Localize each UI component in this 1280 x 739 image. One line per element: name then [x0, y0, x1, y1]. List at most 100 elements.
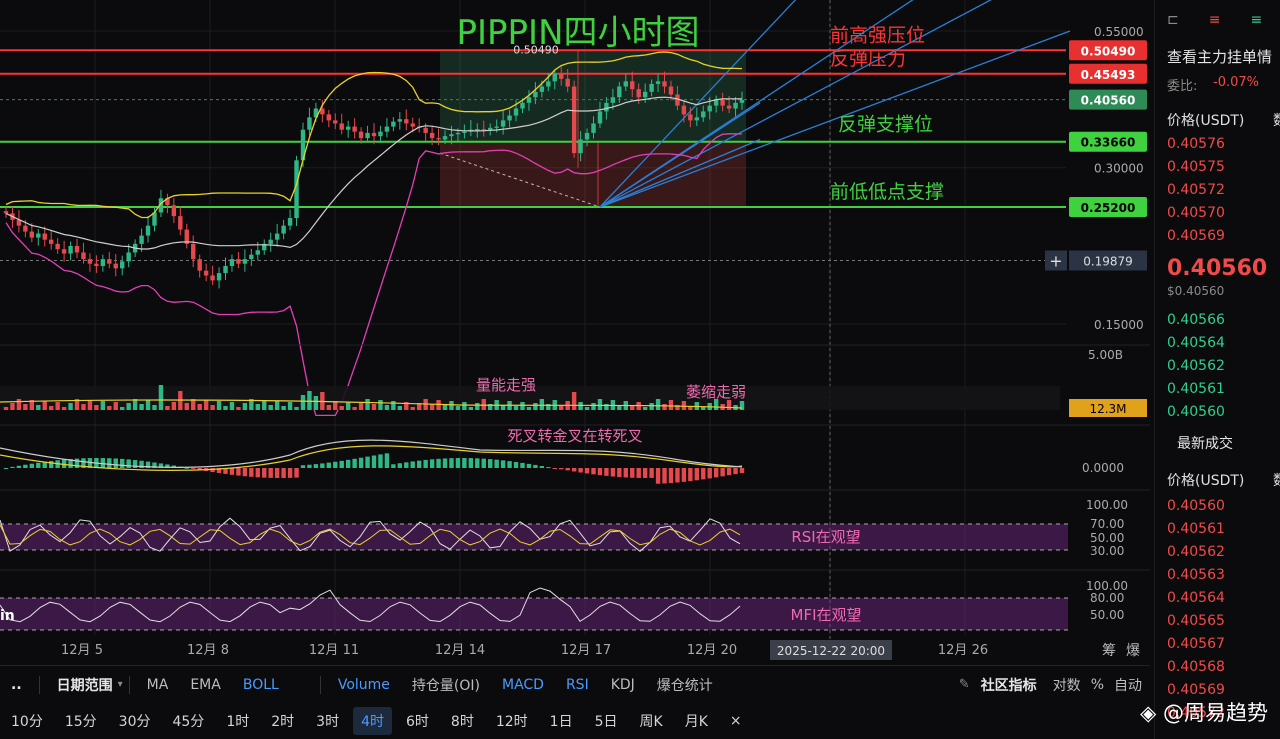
- candle-body: [423, 127, 428, 133]
- ask-price[interactable]: 0.40576: [1167, 136, 1225, 152]
- percent-scale-toggle[interactable]: %: [1090, 676, 1104, 693]
- chevron-down-icon[interactable]: ▾: [117, 679, 123, 690]
- timeframe-4h[interactable]: 4时: [353, 707, 392, 735]
- macd-bar: [68, 459, 73, 468]
- macd-bar: [365, 456, 370, 468]
- macd-bar: [249, 468, 254, 477]
- indicator-kdj[interactable]: KDJ: [610, 676, 635, 693]
- timeframe-1d[interactable]: 1日: [549, 714, 573, 730]
- timeframe-12h[interactable]: 12时: [495, 714, 528, 730]
- candle-body: [565, 78, 570, 87]
- community-indicators-button[interactable]: 社区指标: [980, 677, 1037, 694]
- candle-body: [145, 225, 151, 236]
- volume-bar: [571, 392, 577, 410]
- macd-bar: [416, 460, 422, 468]
- timeframe-30m[interactable]: 30分: [118, 714, 151, 730]
- volume-badge: [1069, 399, 1147, 417]
- volume-bar: [216, 401, 222, 410]
- macd-bar: [675, 468, 680, 483]
- layout-icon[interactable]: ⊏: [1167, 12, 1209, 28]
- trade-price[interactable]: 0.40565: [1167, 613, 1225, 629]
- indicator-liquidation[interactable]: 爆仓统计: [656, 677, 713, 694]
- auto-scale-toggle[interactable]: 自动: [1114, 677, 1142, 694]
- close-icon[interactable]: ×: [729, 713, 742, 729]
- macd-bar: [184, 467, 189, 469]
- volume-bg: [0, 386, 1060, 410]
- volume-bar: [468, 407, 474, 410]
- timeframe-3h[interactable]: 3时: [316, 714, 340, 730]
- indicator-rsi[interactable]: RSI: [565, 676, 589, 693]
- ask-price[interactable]: 0.40575: [1167, 159, 1225, 175]
- panel-title[interactable]: 查看主力挂单情: [1167, 48, 1273, 66]
- candle-body: [623, 81, 628, 87]
- volume-bar: [475, 403, 480, 410]
- volume-bar: [165, 406, 170, 410]
- candle-body: [300, 129, 306, 161]
- timeframe-2h[interactable]: 2时: [271, 714, 295, 730]
- volume-bar: [42, 401, 47, 410]
- ask-price[interactable]: 0.40569: [1167, 228, 1225, 244]
- trade-price[interactable]: 0.40568: [1167, 659, 1225, 675]
- trade-price[interactable]: 0.40563: [1167, 567, 1225, 583]
- price-chart[interactable]: 5.00B12.3M0.0000100.0070.0050.0030.00100…: [0, 0, 1150, 665]
- trade-price[interactable]: 0.40564: [1167, 590, 1225, 606]
- bid-price[interactable]: 0.40562: [1167, 358, 1225, 374]
- candle-body: [255, 250, 260, 255]
- trade-price[interactable]: 0.40562: [1167, 544, 1225, 560]
- candle-body: [410, 123, 415, 127]
- ask-price[interactable]: 0.40572: [1167, 182, 1225, 198]
- timeframe-6h[interactable]: 6时: [406, 714, 429, 730]
- macd-bar: [584, 468, 590, 474]
- indicator-oi[interactable]: 持仓量(OI): [411, 677, 480, 694]
- timeframe-10m[interactable]: 10分: [11, 714, 43, 730]
- volume-bar: [546, 404, 551, 410]
- timeframe-week[interactable]: 周K: [639, 714, 663, 730]
- timeframe-month[interactable]: 月K: [684, 714, 708, 730]
- volume-bar: [378, 400, 383, 410]
- bid-price[interactable]: 0.40560: [1167, 404, 1225, 420]
- volume-bar: [384, 405, 390, 410]
- trade-price[interactable]: 0.40561: [1167, 521, 1225, 537]
- volume-bar: [591, 403, 596, 410]
- timeframe-15m[interactable]: 15分: [64, 714, 97, 730]
- indicator-macd[interactable]: MACD: [501, 676, 544, 693]
- timeframe-8h[interactable]: 8时: [450, 714, 474, 730]
- timeframe-45m[interactable]: 45分: [172, 714, 205, 730]
- candle-body: [662, 81, 667, 87]
- orderbook-icon[interactable]: ≡: [1208, 12, 1251, 28]
- volume-bar: [87, 400, 93, 410]
- indicator-ema[interactable]: EMA: [190, 676, 221, 693]
- timeframe-5d[interactable]: 5日: [594, 714, 618, 730]
- indicator-boll[interactable]: BOLL: [242, 676, 279, 693]
- bid-price[interactable]: 0.40564: [1167, 335, 1225, 351]
- candle-body: [384, 126, 390, 132]
- candle-body: [604, 102, 609, 112]
- crosshair-price-badge: [1069, 250, 1147, 271]
- trade-price[interactable]: 0.40567: [1167, 636, 1225, 652]
- indicator-volume[interactable]: Volume: [337, 676, 390, 693]
- volume-bar: [449, 401, 454, 410]
- indicator-ma[interactable]: MA: [146, 676, 169, 693]
- bid-price[interactable]: 0.40561: [1167, 381, 1225, 397]
- ask-price[interactable]: 0.40570: [1167, 205, 1225, 221]
- panel-toolbar-icons: ⊏≡≡: [1167, 12, 1280, 28]
- date-range-button[interactable]: 日期范围: [56, 677, 113, 694]
- trades-title[interactable]: 最新成交: [1177, 436, 1233, 452]
- candle-body: [404, 119, 409, 124]
- macd-bar: [10, 466, 15, 468]
- log-scale-toggle[interactable]: 对数: [1052, 677, 1081, 694]
- volume-bar: [197, 404, 202, 410]
- community-icon[interactable]: ✎: [958, 677, 970, 692]
- candle-body: [642, 91, 648, 98]
- trade-price[interactable]: 0.40569: [1167, 682, 1225, 698]
- trade-price[interactable]: 0.40572: [1167, 705, 1225, 721]
- bid-price[interactable]: 0.40566: [1167, 312, 1225, 328]
- candle-body: [81, 252, 86, 260]
- list-icon[interactable]: ≡: [1250, 12, 1280, 28]
- more-dots[interactable]: ..: [11, 676, 22, 693]
- macd-bar: [488, 459, 493, 468]
- volume-bar: [397, 406, 403, 410]
- trade-price[interactable]: 0.40560: [1167, 498, 1225, 514]
- timeframe-1h[interactable]: 1时: [226, 714, 250, 730]
- volume-bar: [223, 406, 228, 410]
